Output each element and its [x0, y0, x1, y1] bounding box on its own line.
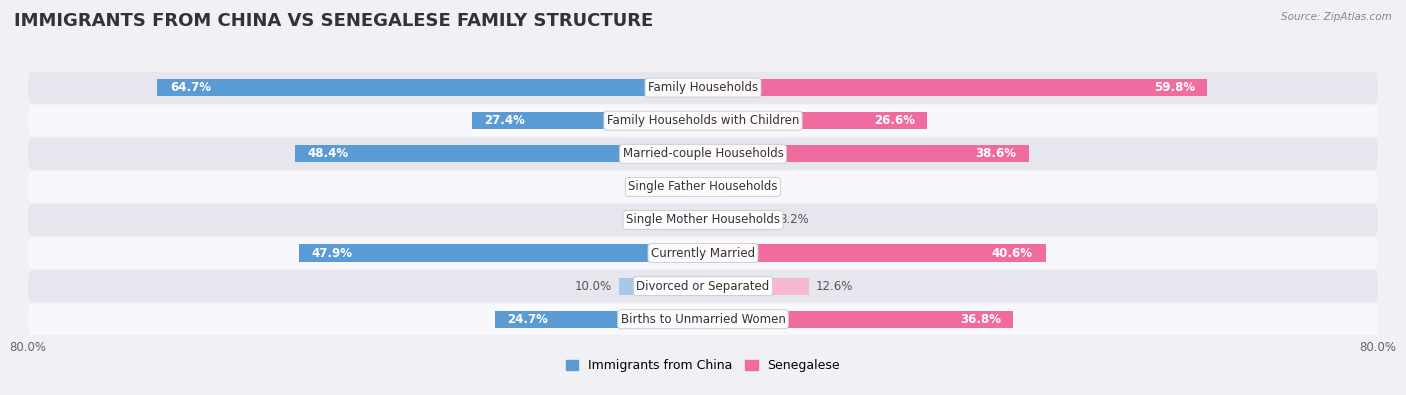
- Text: 47.9%: 47.9%: [312, 246, 353, 260]
- FancyBboxPatch shape: [28, 105, 1378, 137]
- Bar: [619, 278, 703, 295]
- Text: 59.8%: 59.8%: [1154, 81, 1195, 94]
- Legend: Immigrants from China, Senegalese: Immigrants from China, Senegalese: [561, 354, 845, 377]
- Text: IMMIGRANTS FROM CHINA VS SENEGALESE FAMILY STRUCTURE: IMMIGRANTS FROM CHINA VS SENEGALESE FAMI…: [14, 12, 654, 30]
- Bar: [703, 79, 1208, 96]
- Text: 12.6%: 12.6%: [815, 280, 853, 293]
- Bar: [299, 245, 703, 261]
- Text: 8.2%: 8.2%: [779, 213, 808, 226]
- Text: 36.8%: 36.8%: [960, 313, 1001, 326]
- Text: 2.3%: 2.3%: [730, 181, 759, 194]
- Text: Married-couple Households: Married-couple Households: [623, 147, 783, 160]
- FancyBboxPatch shape: [28, 204, 1378, 236]
- Bar: [703, 112, 928, 129]
- Text: 5.1%: 5.1%: [623, 213, 654, 226]
- Text: 10.0%: 10.0%: [575, 280, 612, 293]
- FancyBboxPatch shape: [28, 171, 1378, 203]
- FancyBboxPatch shape: [28, 237, 1378, 269]
- Text: 26.6%: 26.6%: [873, 114, 915, 127]
- Bar: [703, 310, 1014, 328]
- Text: Births to Unmarried Women: Births to Unmarried Women: [620, 313, 786, 326]
- Text: Source: ZipAtlas.com: Source: ZipAtlas.com: [1281, 12, 1392, 22]
- Bar: [472, 112, 703, 129]
- Text: 40.6%: 40.6%: [991, 246, 1033, 260]
- Text: Single Father Households: Single Father Households: [628, 181, 778, 194]
- Text: Family Households with Children: Family Households with Children: [607, 114, 799, 127]
- FancyBboxPatch shape: [28, 72, 1378, 103]
- Text: Family Households: Family Households: [648, 81, 758, 94]
- Text: Currently Married: Currently Married: [651, 246, 755, 260]
- Bar: [495, 310, 703, 328]
- Text: 24.7%: 24.7%: [508, 313, 548, 326]
- Text: Single Mother Households: Single Mother Households: [626, 213, 780, 226]
- Bar: [703, 178, 723, 196]
- Bar: [295, 145, 703, 162]
- Bar: [703, 245, 1046, 261]
- Text: 64.7%: 64.7%: [170, 81, 211, 94]
- FancyBboxPatch shape: [28, 138, 1378, 170]
- Text: 1.8%: 1.8%: [651, 181, 681, 194]
- Text: 38.6%: 38.6%: [974, 147, 1017, 160]
- Text: Divorced or Separated: Divorced or Separated: [637, 280, 769, 293]
- FancyBboxPatch shape: [28, 270, 1378, 302]
- Text: 27.4%: 27.4%: [485, 114, 526, 127]
- Bar: [659, 211, 703, 229]
- Text: 48.4%: 48.4%: [308, 147, 349, 160]
- FancyBboxPatch shape: [28, 303, 1378, 335]
- Bar: [703, 278, 810, 295]
- Bar: [157, 79, 703, 96]
- Bar: [703, 211, 772, 229]
- Bar: [688, 178, 703, 196]
- Bar: [703, 145, 1029, 162]
